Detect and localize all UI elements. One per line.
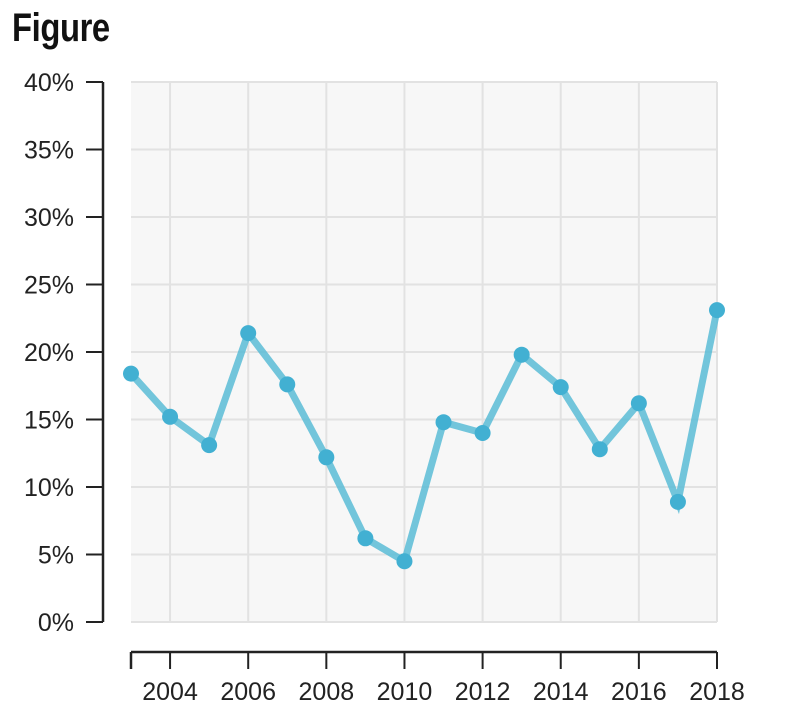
data-points (123, 302, 725, 570)
chart-title: Figure (12, 6, 110, 50)
y-tick-label: 30% (24, 204, 74, 232)
data-point (630, 395, 647, 412)
x-tick-label: 2006 (220, 678, 276, 706)
y-axis-ticks: 0% 5% 10% 15% 20% 25% 30% 35% 40% (24, 69, 103, 637)
data-point (513, 346, 530, 363)
data-point (201, 437, 218, 454)
data-point (279, 376, 296, 393)
x-tick-label: 2016 (611, 678, 667, 706)
y-tick-label: 0% (38, 609, 74, 637)
data-point (240, 325, 257, 342)
y-tick-label: 15% (24, 407, 74, 435)
data-point (552, 379, 569, 396)
y-tick-label: 10% (24, 474, 74, 502)
data-point (396, 553, 413, 570)
data-point (591, 441, 608, 458)
x-tick-label: 2008 (299, 678, 355, 706)
y-tick-label: 35% (24, 137, 74, 165)
data-point (669, 493, 686, 510)
data-point (435, 414, 452, 431)
series-line (128, 309, 721, 567)
x-tick-label: 2010 (377, 678, 433, 706)
x-tick-label: 2004 (142, 678, 198, 706)
gridlines (131, 81, 718, 623)
y-tick-label: 5% (38, 542, 74, 570)
x-axis-ticks: 2004 2006 2008 2010 2012 2014 2016 2018 (142, 652, 745, 706)
data-point (474, 425, 491, 441)
y-tick-label: 25% (24, 272, 74, 300)
x-tick-label: 2014 (533, 678, 589, 706)
x-tick-label: 2012 (455, 678, 511, 706)
data-point (318, 449, 335, 466)
data-point (123, 365, 139, 382)
data-point (709, 302, 725, 319)
data-point (357, 530, 374, 547)
y-tick-label: 20% (24, 339, 74, 367)
y-tick-label: 40% (24, 69, 74, 97)
x-tick-label: 2018 (689, 678, 745, 706)
data-point (162, 408, 179, 425)
